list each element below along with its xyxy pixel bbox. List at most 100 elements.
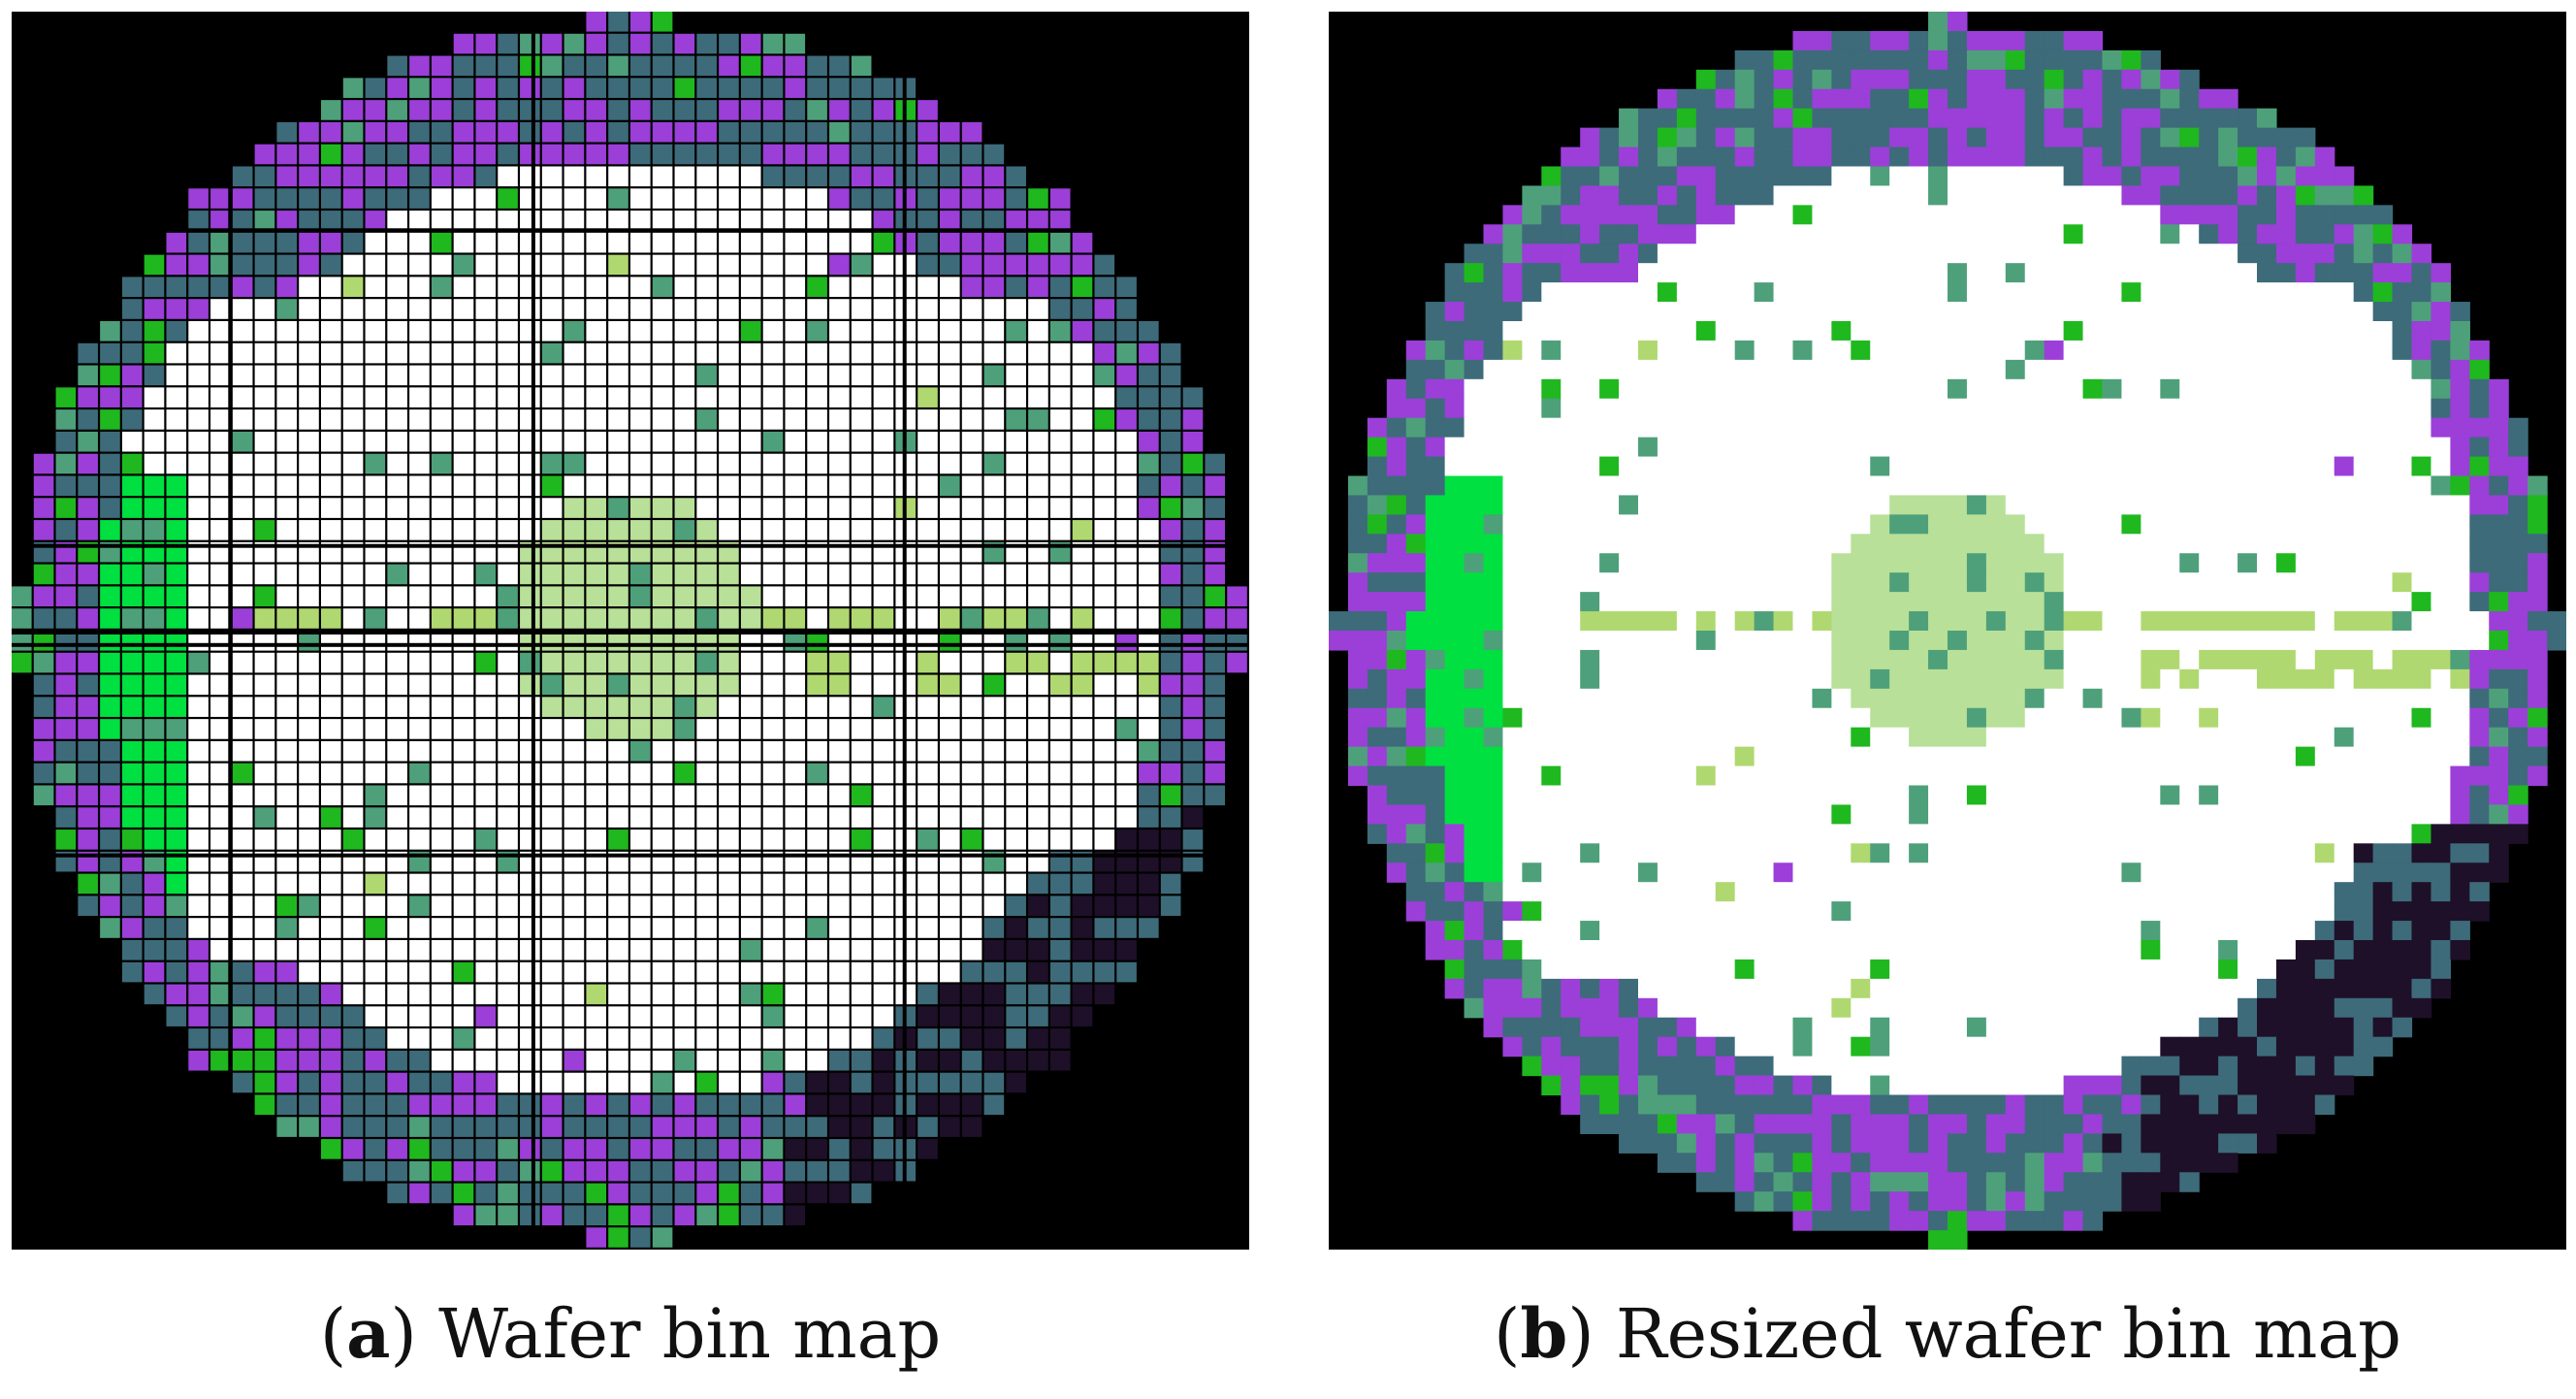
die-cell — [475, 830, 497, 850]
die-cell — [1870, 417, 1890, 439]
die-cell — [475, 740, 497, 762]
die-cell — [1870, 921, 1890, 941]
die-cell — [1160, 895, 1181, 917]
die-cell — [785, 387, 806, 407]
die-cell — [1831, 185, 1852, 206]
die-cell — [1909, 804, 1929, 825]
die-cell — [1889, 30, 1910, 51]
die-cell — [431, 498, 452, 518]
die-cell — [674, 520, 695, 540]
die-cell — [1773, 649, 1794, 670]
die-cell — [232, 918, 253, 938]
die-cell — [342, 918, 364, 938]
die-cell — [1347, 631, 1368, 651]
die-cell — [1870, 727, 1890, 748]
die-cell — [2450, 321, 2470, 342]
die-cell — [1367, 649, 1388, 670]
die-cell — [254, 342, 275, 364]
die-cell — [210, 961, 231, 983]
die-cell — [1676, 88, 1697, 110]
die-cell — [2141, 146, 2161, 168]
die-cell — [1072, 586, 1093, 607]
die-cell — [100, 785, 120, 806]
die-cell — [1160, 520, 1181, 540]
die-cell — [851, 299, 872, 319]
die-cell — [1754, 475, 1775, 497]
die-cell — [2295, 166, 2316, 187]
die-cell — [785, 475, 806, 497]
die-cell — [2469, 456, 2490, 477]
die-cell — [1889, 592, 1910, 612]
die-cell — [851, 1050, 872, 1071]
die-cell — [873, 1006, 894, 1026]
die-cell — [365, 785, 386, 806]
die-cell — [2005, 224, 2026, 244]
die-cell — [254, 763, 275, 784]
die-cell — [719, 586, 739, 607]
die-cell — [299, 1117, 319, 1137]
die-cell — [2160, 321, 2180, 342]
die-cell — [2411, 514, 2432, 535]
die-cell — [232, 807, 253, 828]
die-cell — [1182, 498, 1204, 518]
die-cell — [1599, 514, 1620, 535]
die-cell — [254, 1094, 275, 1116]
die-cell — [740, 1050, 761, 1071]
die-cell — [2257, 437, 2277, 458]
die-cell — [1948, 843, 1968, 863]
die-cell — [2372, 398, 2394, 419]
die-cell — [762, 409, 784, 430]
die-cell — [2121, 862, 2141, 883]
die-cell — [1072, 475, 1093, 497]
die-cell — [2102, 398, 2123, 419]
die-cell — [144, 520, 165, 540]
die-cell — [1599, 127, 1620, 148]
die-cell — [409, 520, 430, 540]
die-cell — [2160, 108, 2180, 129]
die-cell — [1139, 697, 1159, 717]
die-cell — [55, 719, 77, 739]
die-cell — [1522, 668, 1542, 690]
die-cell — [1425, 302, 1446, 322]
die-cell — [365, 365, 386, 386]
die-cell — [1580, 534, 1600, 554]
die-cell — [1094, 961, 1115, 983]
die-cell — [2141, 901, 2161, 922]
die-cell — [1006, 520, 1026, 540]
die-cell — [1483, 901, 1504, 922]
die-cell — [2431, 282, 2451, 303]
die-cell — [2275, 185, 2297, 206]
die-cell — [1347, 514, 1368, 535]
die-cell — [1966, 668, 1987, 690]
die-cell — [342, 365, 364, 386]
die-cell — [652, 961, 673, 983]
die-cell — [2275, 727, 2297, 748]
die-cell — [674, 586, 695, 607]
die-cell — [1561, 205, 1581, 225]
die-cell — [2024, 88, 2045, 110]
die-cell — [188, 961, 209, 983]
die-cell — [299, 121, 319, 143]
die-cell — [431, 387, 452, 407]
die-cell — [2257, 746, 2277, 767]
die-cell — [121, 387, 143, 407]
die-cell — [498, 232, 518, 253]
die-cell — [1676, 746, 1697, 767]
die-cell — [1831, 707, 1852, 729]
die-cell — [1425, 727, 1446, 748]
die-cell — [1619, 631, 1639, 651]
die-cell — [321, 321, 341, 342]
die-cell — [2392, 437, 2413, 458]
die-cell — [2141, 746, 2161, 767]
die-cell — [940, 277, 960, 298]
die-cell — [1619, 707, 1639, 729]
die-cell — [1676, 127, 1697, 148]
die-cell — [431, 342, 452, 364]
die-cell — [2218, 185, 2238, 206]
die-cell — [342, 719, 364, 739]
die-cell — [1966, 553, 1987, 573]
die-cell — [873, 697, 894, 717]
die-cell — [2160, 437, 2180, 458]
die-cell — [762, 342, 784, 364]
die-cell — [608, 830, 628, 850]
